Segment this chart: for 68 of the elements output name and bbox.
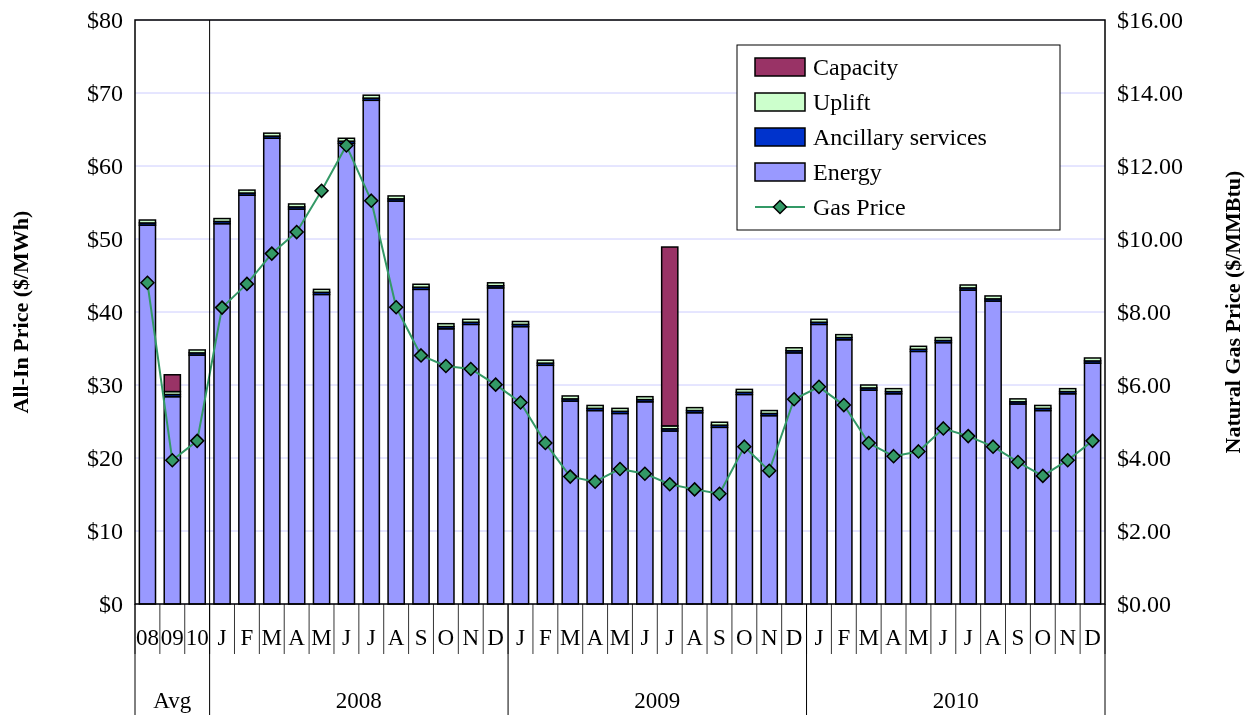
- text: 2010: [932, 688, 979, 713]
- y-tick-label: $40: [87, 299, 123, 326]
- x-tick-label: D: [1084, 625, 1101, 650]
- legend-label: Capacity: [813, 54, 899, 81]
- x-tick-label: A: [885, 625, 903, 650]
- x-tick-label: O: [437, 625, 455, 650]
- x-tick-label: J: [640, 625, 650, 650]
- legend-label: Ancillary services: [813, 124, 987, 151]
- y-axis-title: All-In Price ($/MWh): [8, 210, 33, 414]
- x-tick-label: N: [1059, 625, 1077, 650]
- x-tick-label: M: [908, 625, 929, 650]
- x-tick-label: O: [1034, 625, 1052, 650]
- x-tick-label: M: [609, 625, 631, 650]
- text: 2008: [335, 688, 382, 713]
- legend-label: Uplift: [813, 89, 871, 116]
- x-tick-label: F: [837, 625, 851, 650]
- x-tick-label: M: [858, 625, 879, 650]
- x-tick-label: A: [984, 625, 1002, 650]
- x-tick-label: J: [665, 625, 675, 650]
- x-tick-label: O: [736, 625, 753, 650]
- y2-tick-label: $0.00: [1117, 591, 1171, 618]
- x-tick-label: A: [288, 625, 306, 650]
- x-tick-label: A: [586, 625, 604, 650]
- x-tick-label: 08: [135, 625, 159, 650]
- text: 2009: [634, 688, 681, 713]
- y2-tick-label: $2.00: [1117, 518, 1171, 545]
- y2-tick-label: $8.00: [1117, 299, 1171, 326]
- y-tick-label: $60: [87, 153, 123, 180]
- x-tick-label: J: [516, 625, 526, 650]
- x-tick-label: N: [462, 625, 480, 650]
- y2-tick-label: $4.00: [1117, 445, 1171, 472]
- x-tick-label: M: [560, 625, 581, 650]
- y2-tick-label: $14.00: [1117, 80, 1183, 107]
- y2-tick-label: $16.00: [1117, 7, 1183, 34]
- x-tick-label: J: [341, 625, 351, 650]
- x-tick-label: A: [686, 625, 704, 650]
- y-tick-label: $20: [87, 445, 123, 472]
- x-tick-label: 10: [185, 625, 209, 650]
- x-tick-label: N: [760, 625, 778, 650]
- x-tick-label: 09: [160, 625, 184, 650]
- x-tick-label: J: [938, 625, 948, 650]
- x-tick-label: A: [387, 625, 405, 650]
- x-tick-label: J: [217, 625, 227, 650]
- y2-tick-label: $12.00: [1117, 153, 1183, 180]
- x-tick-label: S: [1011, 625, 1025, 650]
- y2-tick-label: $10.00: [1117, 226, 1183, 253]
- x-tick-label: F: [538, 625, 552, 650]
- x-tick-label: D: [785, 625, 803, 650]
- x-tick-label: S: [713, 625, 726, 650]
- x-tick-label: M: [311, 625, 332, 650]
- x-tick-label: M: [261, 625, 283, 650]
- y-tick-label: $50: [87, 226, 123, 253]
- legend-label: Gas Price: [813, 194, 906, 221]
- x-tick-label: J: [366, 625, 376, 650]
- text: Avg: [153, 688, 192, 713]
- x-tick-label: D: [487, 625, 504, 650]
- y2-tick-label: $6.00: [1117, 372, 1171, 399]
- x-tick-label: J: [814, 625, 824, 650]
- x-tick-label: J: [963, 625, 973, 650]
- legend-label: Energy: [813, 159, 882, 186]
- x-tick-label: S: [414, 625, 428, 650]
- y-tick-label: $70: [87, 80, 123, 107]
- y-tick-label: $80: [87, 7, 123, 34]
- y-tick-label: $10: [87, 518, 123, 545]
- y-tick-label: $30: [87, 372, 123, 399]
- y2-axis-title: Natural Gas Price ($/MMBtu): [1220, 170, 1245, 454]
- x-tick-label: F: [240, 625, 254, 650]
- y-tick-label: $0: [99, 591, 123, 618]
